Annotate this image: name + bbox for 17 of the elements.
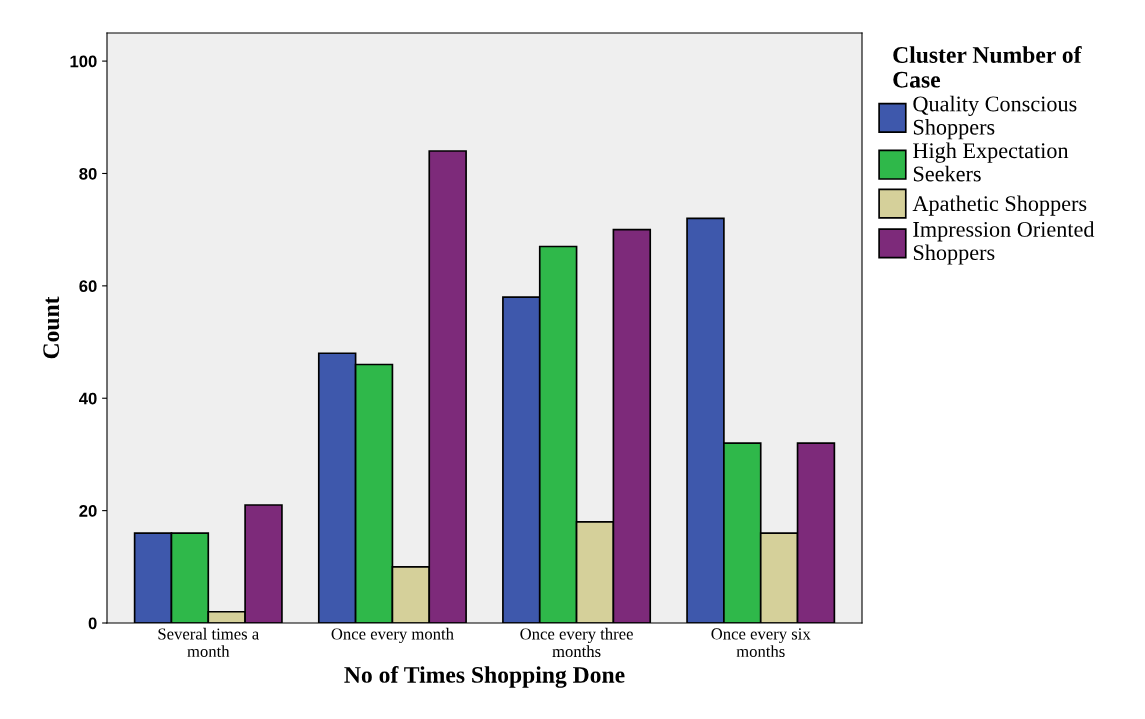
x-tick-label: Once every six months xyxy=(711,628,811,658)
y-axis-title: Count xyxy=(43,296,60,359)
y-tick-label: 0 xyxy=(88,617,97,630)
y-tick-label: 100 xyxy=(70,55,97,68)
x-tick-label: Once every three months xyxy=(520,627,633,658)
x-axis-title: No of Times Shopping Done xyxy=(344,666,625,688)
y-tick-label: 40 xyxy=(78,392,97,405)
x-tick-label: Once every month xyxy=(331,627,454,644)
y-tick-label: 80 xyxy=(79,167,97,180)
y-tick-label: 20 xyxy=(79,505,97,517)
x-tick-label: Several times a month xyxy=(158,627,259,658)
legend-label: Impression Oriented Shoppers xyxy=(913,221,1095,265)
legend-label: High Expectation Seekers xyxy=(913,142,1069,182)
legend-label: Apathetic Shoppers xyxy=(912,195,1087,216)
legend-title: Cluster Number of Case xyxy=(893,46,1082,88)
legend-label: Quality Conscious Shoppers xyxy=(913,95,1077,140)
y-tick-label: 60 xyxy=(79,280,97,293)
